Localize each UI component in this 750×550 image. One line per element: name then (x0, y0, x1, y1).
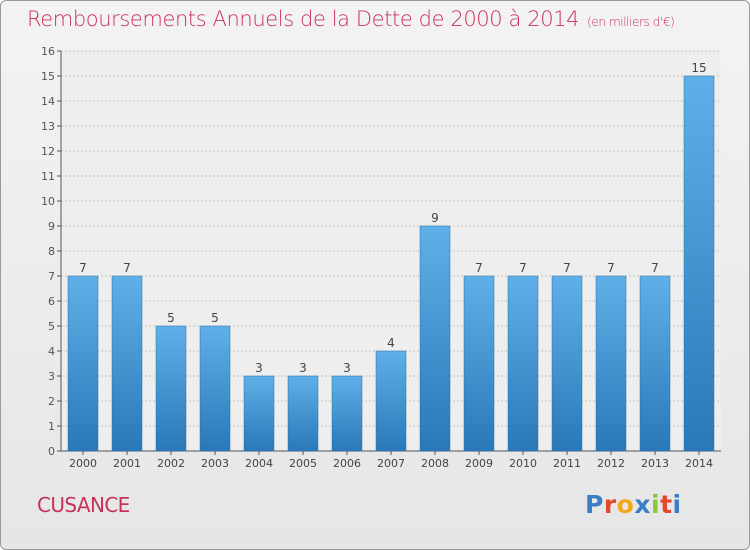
x-tick-label: 2006 (333, 457, 361, 470)
x-tick-label: 2003 (201, 457, 229, 470)
data-label: 5 (167, 311, 175, 325)
bar (551, 275, 583, 452)
x-tick-label: 2008 (421, 457, 449, 470)
logo-letter: P (585, 490, 604, 519)
x-tick-label: 2010 (509, 457, 537, 470)
y-tick-label: 4 (48, 345, 55, 358)
data-label: 3 (255, 361, 263, 375)
logo-letter: t (660, 490, 673, 519)
logo-letter: r (603, 490, 617, 519)
y-tick-label: 14 (41, 95, 55, 108)
data-label: 7 (519, 261, 527, 275)
y-tick-label: 5 (48, 320, 55, 333)
data-label: 15 (691, 61, 706, 75)
town-name: CUSANCE (37, 493, 130, 517)
y-tick-label: 13 (41, 120, 55, 133)
bar (639, 275, 671, 452)
bar (507, 275, 539, 452)
bar (287, 375, 319, 452)
y-tick-label: 0 (48, 445, 55, 458)
data-label: 7 (475, 261, 483, 275)
data-label: 7 (563, 261, 571, 275)
bar (243, 375, 275, 452)
bar (155, 325, 187, 452)
y-tick-label: 12 (41, 145, 55, 158)
data-label: 7 (651, 261, 659, 275)
chart-title-text: Remboursements Annuels de la Dette de 20… (27, 7, 580, 31)
data-label: 7 (607, 261, 615, 275)
data-label: 4 (387, 336, 395, 350)
logo-letter: i (651, 490, 661, 519)
y-tick-label: 11 (41, 170, 55, 183)
chart-unit: (en milliers d'€) (587, 15, 675, 29)
bar (331, 375, 363, 452)
bar (683, 75, 715, 452)
y-tick-label: 9 (48, 220, 55, 233)
bar (419, 225, 451, 452)
x-tick-label: 2002 (157, 457, 185, 470)
bar (595, 275, 627, 452)
bar (111, 275, 143, 452)
bar (67, 275, 99, 452)
y-tick-label: 10 (41, 195, 55, 208)
data-label: 9 (431, 211, 439, 225)
logo-letter: o (616, 490, 635, 519)
x-tick-label: 2009 (465, 457, 493, 470)
x-tick-label: 2014 (685, 457, 713, 470)
y-tick-label: 3 (48, 370, 55, 383)
x-tick-label: 2012 (597, 457, 625, 470)
proxiti-logo: Proxiti (585, 490, 682, 519)
bar (463, 275, 495, 452)
y-tick-label: 1 (48, 420, 55, 433)
data-label: 7 (123, 261, 131, 275)
y-tick-label: 2 (48, 395, 55, 408)
x-tick-label: 2007 (377, 457, 405, 470)
x-tick-label: 2004 (245, 457, 273, 470)
x-tick-label: 2011 (553, 457, 581, 470)
logo-letter: i (672, 490, 682, 519)
y-tick-label: 15 (41, 70, 55, 83)
data-label: 7 (79, 261, 87, 275)
x-tick-label: 2000 (69, 457, 97, 470)
data-label: 3 (343, 361, 351, 375)
x-tick-label: 2001 (113, 457, 141, 470)
data-label: 5 (211, 311, 219, 325)
bar (199, 325, 231, 452)
chart-title: Remboursements Annuels de la Dette de 20… (27, 7, 675, 31)
y-tick-label: 8 (48, 245, 55, 258)
y-tick-label: 6 (48, 295, 55, 308)
logo-letter: x (634, 490, 651, 519)
bar (375, 350, 407, 452)
y-tick-label: 7 (48, 270, 55, 283)
x-tick-label: 2005 (289, 457, 317, 470)
y-tick-label: 16 (41, 45, 55, 58)
data-label: 3 (299, 361, 307, 375)
x-tick-label: 2013 (641, 457, 669, 470)
